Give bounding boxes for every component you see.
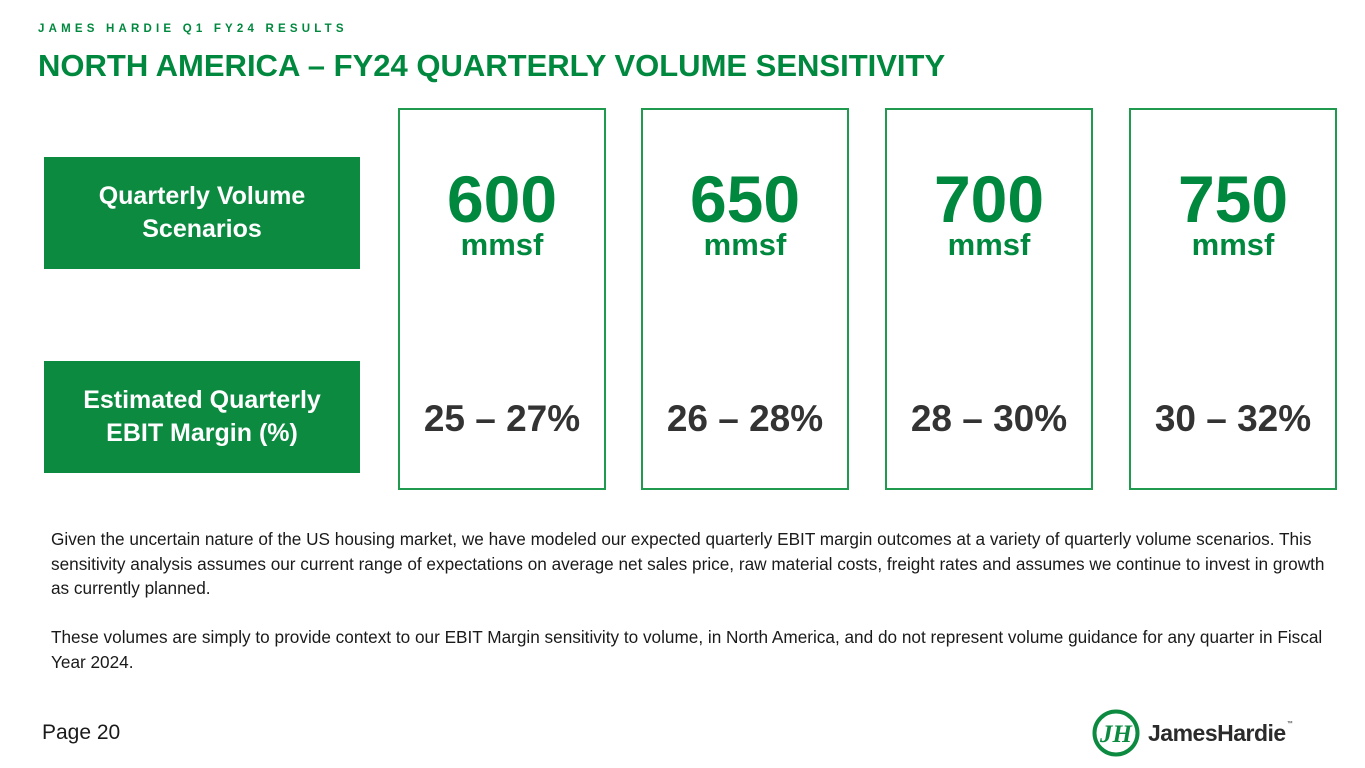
body-paragraph: Given the uncertain nature of the US hou… (51, 529, 1325, 598)
logo-wordmark: JamesHardie (1148, 719, 1286, 746)
body-paragraph: These volumes are simply to provide cont… (51, 627, 1323, 672)
scenario-unit: mmsf (1191, 227, 1275, 262)
scenario-unit: mmsf (703, 227, 787, 262)
scenario-margin: 28 – 30% (910, 398, 1068, 439)
scenario-volume: 750 (1177, 162, 1289, 236)
scenario-margin: 26 – 28% (666, 398, 824, 439)
ebit-margin-label: Estimated Quarterly EBIT Margin (%) (44, 361, 360, 473)
page-title: NORTH AMERICA – FY24 QUARTERLY VOLUME SE… (38, 48, 946, 83)
volume-scenarios-label-text: Quarterly Volume Scenarios (98, 182, 306, 243)
james-hardie-logo: JH JamesHardie ™ (1092, 709, 1293, 757)
scenario-card-600: 600 mmsf 25 – 27% (398, 108, 606, 490)
volume-scenarios-label: Quarterly Volume Scenarios (44, 157, 360, 269)
scenario-card-700: 700 mmsf 28 – 30% (885, 108, 1093, 490)
jh-monogram-icon: JH (1092, 709, 1140, 757)
scenario-volume: 600 (446, 162, 558, 236)
scenario-volume: 700 (933, 162, 1045, 236)
scenario-unit: mmsf (460, 227, 544, 262)
scenario-unit: mmsf (947, 227, 1031, 262)
ebit-margin-label-text: Estimated Quarterly EBIT Margin (%) (83, 386, 321, 447)
scenario-card-750: 750 mmsf 30 – 32% (1129, 108, 1337, 490)
scenario-margin: 30 – 32% (1154, 398, 1312, 439)
body-text: Given the uncertain nature of the US hou… (51, 527, 1341, 674)
scenario-volume: 650 (689, 162, 801, 236)
trademark-symbol: ™ (1286, 721, 1293, 727)
section-kicker: JAMES HARDIE Q1 FY24 RESULTS (38, 23, 348, 35)
svg-text:JH: JH (1099, 721, 1134, 748)
scenario-card-650: 650 mmsf 26 – 28% (641, 108, 849, 490)
scenario-margin: 25 – 27% (423, 398, 581, 439)
page-number: Page 20 (42, 721, 121, 744)
